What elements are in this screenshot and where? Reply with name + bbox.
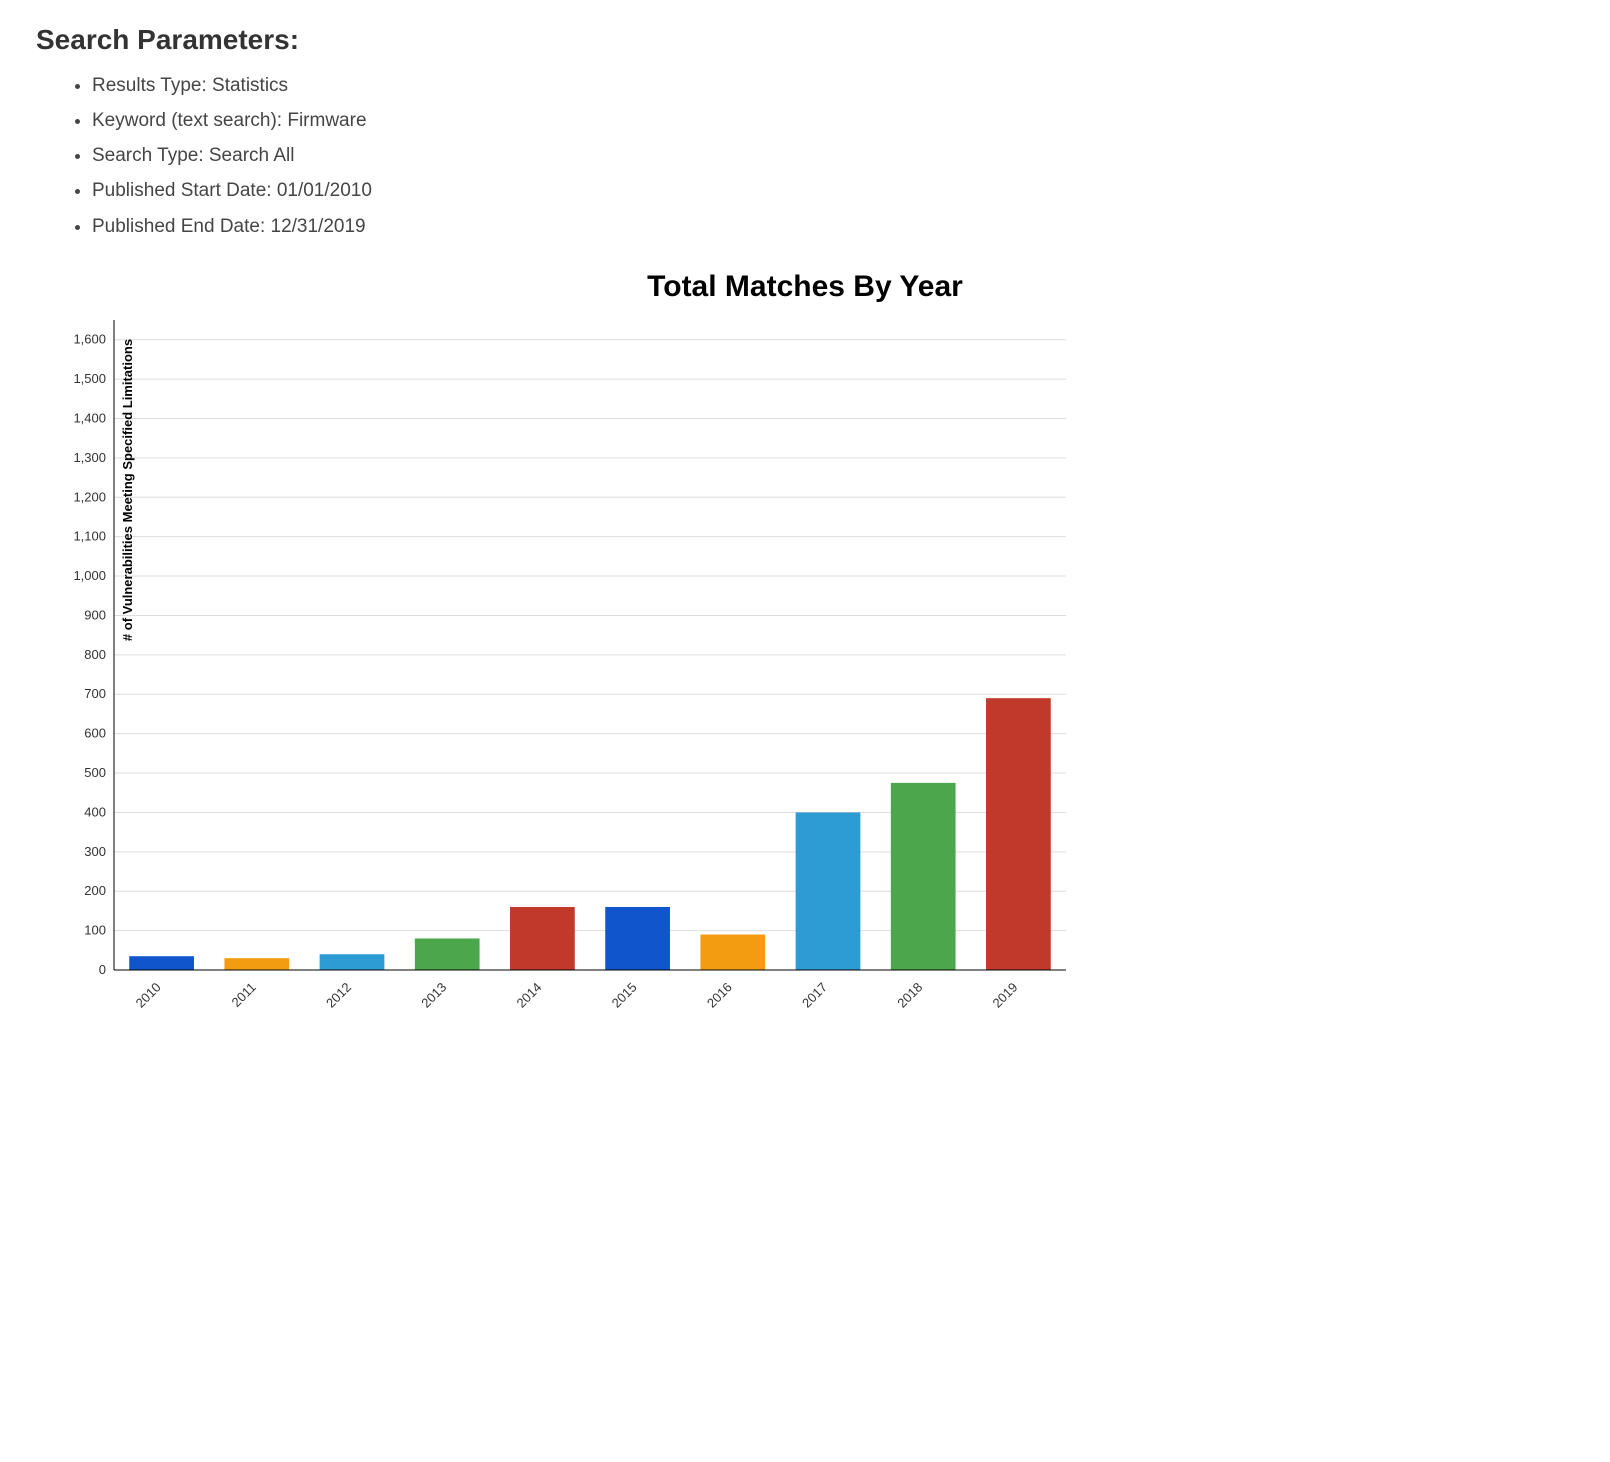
x-tick-label: 2014	[513, 979, 544, 1010]
search-parameters-list: Results Type: StatisticsKeyword (text se…	[36, 68, 1574, 244]
y-tick-label: 1,100	[73, 528, 106, 543]
y-tick-label: 900	[84, 607, 106, 622]
bar	[796, 812, 861, 970]
search-param-item: Keyword (text search): Firmware	[92, 103, 1574, 138]
y-tick-label: 0	[99, 962, 106, 977]
y-tick-label: 1,300	[73, 450, 106, 465]
x-tick-label: 2016	[704, 979, 735, 1010]
bar	[700, 934, 765, 969]
bar	[891, 783, 956, 970]
x-tick-label: 2012	[323, 979, 354, 1010]
x-tick-label: 2018	[894, 979, 925, 1010]
x-tick-label: 2010	[133, 979, 164, 1010]
bar	[224, 958, 289, 970]
y-tick-label: 1,400	[73, 410, 106, 425]
y-tick-label: 500	[84, 765, 106, 780]
y-tick-label: 1,000	[73, 568, 106, 583]
x-tick-label: 2019	[989, 979, 1020, 1010]
x-tick-label: 2015	[609, 979, 640, 1010]
chart-container: Total Matches By Year 0 100 200 300 400 500 60…	[36, 270, 1574, 1030]
x-tick-label: 2011	[229, 979, 259, 1009]
y-tick-label: 1,200	[73, 489, 106, 504]
search-param-item: Results Type: Statistics	[92, 68, 1574, 103]
chart-title: Total Matches By Year	[36, 270, 1574, 304]
bar	[320, 954, 385, 970]
x-tick-label: 2013	[418, 979, 449, 1010]
y-tick-label: 1,500	[73, 371, 106, 386]
y-tick-label: 600	[84, 725, 106, 740]
bar	[415, 938, 480, 970]
x-tick-label: 2017	[799, 979, 830, 1010]
y-tick-label: 300	[84, 844, 106, 859]
bar	[986, 698, 1051, 970]
bar	[605, 907, 670, 970]
y-tick-label: 200	[84, 883, 106, 898]
y-tick-label: 100	[84, 922, 106, 937]
y-axis-title: # of Vulnerabilities Meeting Specified L…	[120, 339, 135, 641]
bar	[510, 907, 575, 970]
y-tick-label: 1,600	[73, 331, 106, 346]
y-tick-label: 700	[84, 686, 106, 701]
search-param-item: Published End Date: 12/31/2019	[92, 209, 1574, 244]
bar	[129, 956, 194, 970]
search-param-item: Search Type: Search All	[92, 138, 1574, 173]
search-param-item: Published Start Date: 01/01/2010	[92, 173, 1574, 208]
bar-chart: 0 100 200 300 400 500 600 700 800 900 1,000 1,100 1,…	[36, 310, 1086, 1030]
y-tick-label: 800	[84, 647, 106, 662]
y-tick-label: 400	[84, 804, 106, 819]
search-parameters-heading: Search Parameters:	[36, 24, 1574, 56]
